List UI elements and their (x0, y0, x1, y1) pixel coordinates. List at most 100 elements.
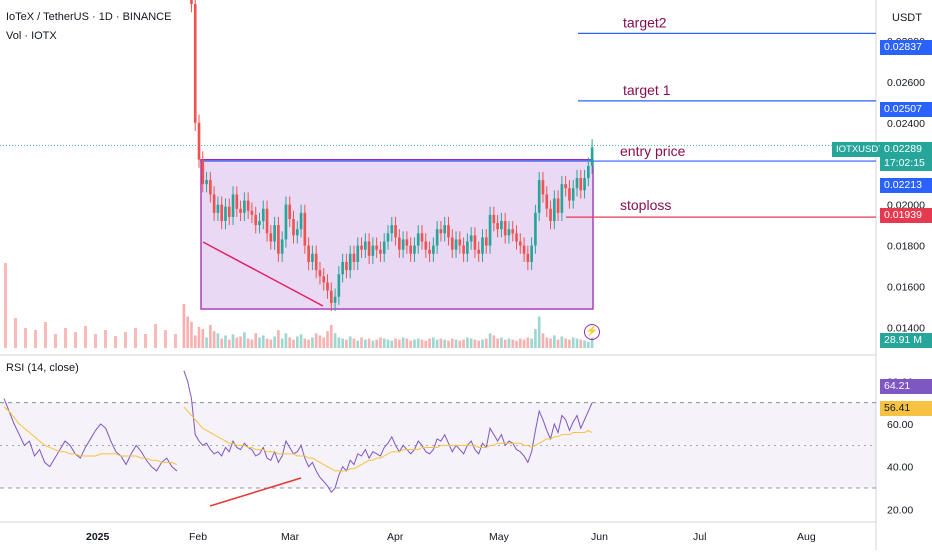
candle-body (507, 229, 511, 236)
currency-label[interactable]: USDT (892, 12, 922, 24)
candle-body (518, 241, 522, 246)
price-tick-label: 0.01600 (887, 282, 925, 294)
volume-bar (473, 339, 477, 348)
volume-bar (94, 334, 97, 348)
candle-body (216, 204, 220, 213)
entry-annotation: entry price (620, 143, 686, 159)
volume-bar (333, 333, 337, 348)
rsi-tick-label: 20.00 (887, 504, 913, 516)
candle-body (416, 233, 420, 246)
candle-body (367, 241, 371, 256)
volume-bar (216, 333, 220, 348)
candle-body (488, 214, 492, 246)
rsi-value-tag: 64.21 (880, 379, 932, 394)
volume-bar (318, 335, 322, 348)
candle-body (390, 225, 394, 234)
volume-bar (254, 333, 258, 348)
volume-bar (534, 329, 537, 348)
volume-bar (481, 339, 484, 348)
candle-body (458, 239, 462, 246)
volume-bar (307, 339, 310, 348)
volume-bar (462, 339, 465, 348)
volume-bar (182, 303, 186, 348)
volume-bar (205, 337, 208, 348)
volume-bar (556, 339, 560, 348)
volume-bar (265, 338, 269, 348)
volume-bar (329, 324, 333, 348)
volume-bar (356, 340, 360, 348)
stoploss-annotation: stoploss (620, 197, 671, 213)
candle-body (197, 122, 201, 160)
time-tick-label: Apr (387, 531, 404, 543)
volume-bar (537, 316, 541, 348)
candle-body (590, 147, 594, 166)
candle-body (530, 245, 533, 262)
candle-body (265, 208, 269, 234)
price-tick-label: 0.01800 (887, 241, 925, 253)
candle-body (394, 225, 397, 238)
volume-bar (311, 337, 314, 348)
candle-body (556, 198, 560, 213)
volume-bar (314, 333, 318, 348)
volume-bar (250, 339, 254, 348)
candle-body (261, 208, 265, 222)
volume-bar (432, 337, 435, 348)
candle-body (484, 237, 488, 246)
rsi-history-line (3, 398, 178, 472)
candle-body (564, 184, 567, 189)
volume-bar (246, 338, 250, 348)
volume-bar (450, 338, 454, 348)
volume-bar (348, 336, 352, 348)
volume-bar (454, 339, 458, 348)
candle-body (435, 229, 439, 246)
time-tick-label: Jul (693, 531, 706, 543)
candle-body (277, 225, 280, 254)
time-tick-label: Feb (189, 531, 207, 543)
time-tick-label: Jun (591, 531, 608, 543)
volume-bar (154, 324, 157, 348)
candle-body (360, 245, 363, 250)
volume-bar (273, 336, 276, 348)
candle-body (295, 229, 299, 236)
volume-bar (420, 339, 424, 348)
volume-bar (44, 322, 47, 348)
candle-body (420, 233, 424, 242)
candle-body (537, 180, 541, 213)
candle-body (560, 184, 564, 213)
volume-bar (394, 338, 397, 348)
volume-bar (424, 340, 428, 348)
candle-body (522, 245, 526, 254)
candle-body (314, 253, 318, 271)
volume-bar (530, 338, 533, 348)
candle-body (258, 221, 261, 226)
volume-bar (360, 337, 363, 348)
rsi-ma-value-tag: 56.41 (880, 401, 932, 416)
symbol-tag: IOTXUSDT (832, 142, 884, 157)
volume-bar (503, 339, 507, 348)
volume-bar (447, 340, 450, 348)
volume-value-tag: 28.91 M (880, 333, 932, 348)
target1-annotation: target 1 (623, 82, 671, 98)
candle-body (333, 296, 337, 303)
candle-body (462, 245, 465, 254)
volume-bar (104, 330, 107, 348)
volume-bar (201, 329, 205, 348)
rsi-line (183, 370, 593, 494)
candle-body (575, 178, 579, 189)
volume-bar (303, 338, 307, 348)
candle-body (299, 212, 303, 230)
time-tick-label: 2025 (86, 531, 110, 543)
candle-body (382, 241, 386, 254)
stoploss-price-tag: 0.01939 (880, 208, 932, 223)
volume-bar (367, 338, 371, 348)
volume-bar (568, 339, 571, 348)
volume-bar (443, 339, 447, 348)
rsi-tick-label: 40.00 (887, 462, 913, 474)
price-tick-label: 0.02400 (887, 118, 925, 130)
volume-bar (488, 333, 492, 348)
volume-bar (193, 335, 197, 348)
volume-bar (258, 337, 261, 348)
lightning-icon[interactable]: ⚡ (584, 324, 600, 340)
